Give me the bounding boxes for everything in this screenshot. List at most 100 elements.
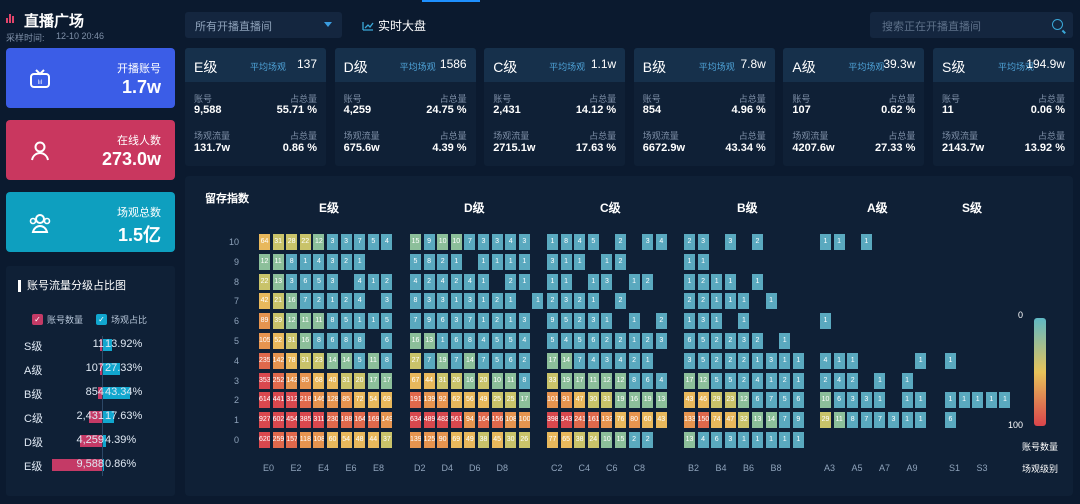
heatmap-cell[interactable]: 31 xyxy=(340,372,352,389)
heatmap-cell[interactable]: 32 xyxy=(738,412,750,429)
heatmap-cell[interactable]: 85 xyxy=(340,392,352,409)
heatmap-cell[interactable]: 1 xyxy=(684,253,695,270)
heatmap-cell[interactable]: 2 xyxy=(642,333,654,349)
heatmap-cell[interactable]: 1 xyxy=(711,313,723,330)
heatmap-cell[interactable]: 164 xyxy=(478,412,489,429)
heatmap-cell[interactable]: 2 xyxy=(642,273,654,290)
heatmap-cell[interactable]: 7 xyxy=(464,234,476,250)
heatmap-cell[interactable]: 1 xyxy=(752,352,763,369)
heatmap-cell[interactable]: 6 xyxy=(945,412,956,429)
heatmap-cell[interactable]: 13 xyxy=(684,432,695,448)
heatmap-cell[interactable]: 19 xyxy=(437,352,449,369)
heatmap-cell[interactable]: 48 xyxy=(354,432,366,448)
heatmap-cell[interactable]: 3 xyxy=(423,293,435,310)
heatmap-cell[interactable]: 11 xyxy=(833,412,845,429)
heatmap-cell[interactable]: 2 xyxy=(505,273,517,290)
heatmap-cell[interactable]: 5 xyxy=(587,234,599,250)
heatmap-cell[interactable]: 23 xyxy=(313,352,325,369)
heatmap-cell[interactable]: 5 xyxy=(491,333,503,349)
heatmap-cell[interactable]: 3 xyxy=(560,293,572,310)
heatmap-cell[interactable]: 6 xyxy=(833,392,845,409)
heatmap-cell[interactable]: 29 xyxy=(711,392,723,409)
heatmap-cell[interactable]: 1 xyxy=(724,293,736,310)
heatmap-cell[interactable]: 19 xyxy=(642,392,654,409)
heatmap-cell[interactable]: 4 xyxy=(381,234,393,250)
heatmap-cell[interactable]: 3 xyxy=(547,253,558,270)
heatmap-cell[interactable]: 7 xyxy=(765,392,777,409)
heatmap-cell[interactable]: 1 xyxy=(711,293,723,310)
heatmap-cell[interactable]: 4 xyxy=(574,234,586,250)
search-icon[interactable] xyxy=(1052,19,1063,30)
heatmap-cell[interactable]: 1 xyxy=(765,293,777,310)
heatmap-cell[interactable]: 6 xyxy=(437,313,449,330)
heatmap-cell[interactable]: 3 xyxy=(601,352,613,369)
heatmap-cell[interactable]: 164 xyxy=(354,412,366,429)
heatmap-cell[interactable]: 12 xyxy=(615,372,626,389)
heatmap-cell[interactable]: 8 xyxy=(464,333,476,349)
heatmap-cell[interactable]: 1 xyxy=(792,432,804,448)
heatmap-cell[interactable]: 60 xyxy=(642,412,654,429)
search-input[interactable]: 搜索正在开播直播间 xyxy=(870,12,1073,38)
heatmap-cell[interactable]: 2 xyxy=(684,293,695,310)
heatmap-cell[interactable]: 3 xyxy=(491,234,503,250)
heatmap-cell[interactable]: 14 xyxy=(765,412,777,429)
heatmap-cell[interactable]: 5 xyxy=(697,352,709,369)
heatmap-cell[interactable]: 3 xyxy=(601,273,613,290)
heatmap-cell[interactable]: 11 xyxy=(367,352,379,369)
heatmap-cell[interactable]: 1 xyxy=(901,412,913,429)
heatmap-cell[interactable]: 489 xyxy=(423,412,435,429)
heatmap-cell[interactable]: 10 xyxy=(491,372,503,389)
heatmap-cell[interactable]: 47 xyxy=(724,412,736,429)
heatmap-cell[interactable]: 614 xyxy=(259,392,270,409)
heatmap-cell[interactable]: 14 xyxy=(340,352,352,369)
heatmap-cell[interactable]: 602 xyxy=(272,412,284,429)
heatmap-cell[interactable]: 31 xyxy=(299,352,311,369)
heatmap-cell[interactable]: 1 xyxy=(820,234,831,250)
heatmap-cell[interactable]: 1 xyxy=(874,372,886,389)
heatmap-cell[interactable]: 441 xyxy=(272,392,284,409)
heatmap-cell[interactable]: 2 xyxy=(381,273,393,290)
heatmap-cell[interactable]: 634 xyxy=(410,412,421,429)
heatmap-cell[interactable]: 1 xyxy=(587,293,599,310)
heatmap-cell[interactable]: 72 xyxy=(354,392,366,409)
heatmap-cell[interactable]: 927 xyxy=(259,412,270,429)
heatmap-cell[interactable]: 3 xyxy=(478,234,489,250)
heatmap-cell[interactable]: 230 xyxy=(327,412,338,429)
heatmap-cell[interactable]: 2 xyxy=(711,333,723,349)
heatmap-cell[interactable]: 64 xyxy=(259,234,270,250)
legend-flow[interactable]: ✓ 场观占比 xyxy=(96,313,147,326)
heatmap-cell[interactable]: 15 xyxy=(410,234,421,250)
heatmap-cell[interactable]: 2 xyxy=(711,352,723,369)
heatmap-cell[interactable]: 17 xyxy=(367,372,379,389)
heatmap-cell[interactable]: 2 xyxy=(615,293,626,310)
heatmap-cell[interactable]: 4 xyxy=(752,372,763,389)
heatmap-cell[interactable]: 1 xyxy=(752,432,763,448)
heatmap-cell[interactable]: 312 xyxy=(286,392,298,409)
heatmap-cell[interactable]: 11 xyxy=(505,372,517,389)
heatmap-cell[interactable]: 2 xyxy=(684,234,695,250)
heatmap-cell[interactable]: 1 xyxy=(738,293,750,310)
heatmap-cell[interactable]: 1 xyxy=(860,234,872,250)
heatmap-cell[interactable]: 4 xyxy=(464,273,476,290)
heatmap-cell[interactable]: 38 xyxy=(574,432,586,448)
heatmap-cell[interactable]: 77 xyxy=(547,432,558,448)
heatmap-cell[interactable]: 1 xyxy=(972,392,984,409)
heatmap-cell[interactable]: 2 xyxy=(313,293,325,310)
heatmap-cell[interactable]: 31 xyxy=(286,333,298,349)
heatmap-cell[interactable]: 8 xyxy=(381,352,393,369)
heatmap-cell[interactable]: 1 xyxy=(833,234,845,250)
heatmap-cell[interactable]: 14 xyxy=(560,352,572,369)
heatmap-cell[interactable]: 69 xyxy=(450,432,462,448)
heatmap-cell[interactable]: 2 xyxy=(491,313,503,330)
heatmap-cell[interactable]: 60 xyxy=(327,432,338,448)
heatmap-cell[interactable]: 4 xyxy=(518,333,530,349)
heatmap-cell[interactable]: 22 xyxy=(299,234,311,250)
heatmap-cell[interactable]: 7 xyxy=(874,412,886,429)
heatmap-cell[interactable]: 6 xyxy=(711,432,723,448)
heatmap-cell[interactable]: 1 xyxy=(901,392,913,409)
heatmap-cell[interactable]: 7 xyxy=(464,313,476,330)
heatmap-cell[interactable]: 218 xyxy=(299,392,311,409)
heatmap-cell[interactable]: 65 xyxy=(560,432,572,448)
heatmap-cell[interactable]: 2 xyxy=(340,253,352,270)
heatmap-cell[interactable]: 101 xyxy=(547,392,558,409)
